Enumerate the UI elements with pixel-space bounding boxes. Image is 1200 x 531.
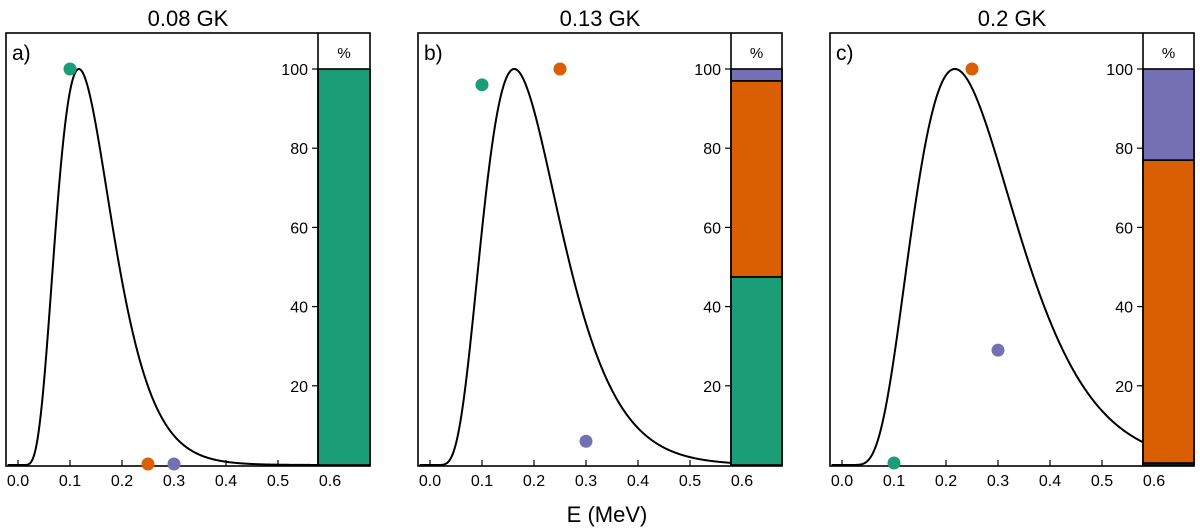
x-tick-label: 0.6 xyxy=(731,473,753,490)
x-tick-label: 0.5 xyxy=(679,473,701,490)
x-tick-label: 0.0 xyxy=(831,473,853,490)
bar-segment-orange xyxy=(1142,159,1195,464)
data-point-orange xyxy=(141,457,155,471)
data-point-purple xyxy=(991,343,1005,357)
bar-y-tick-label: 40 xyxy=(1115,300,1133,317)
bar-y-tick-label: 60 xyxy=(703,220,721,237)
data-point-green xyxy=(63,62,77,76)
bar-percent-label: % xyxy=(750,45,763,62)
panel-letter: c) xyxy=(836,42,854,65)
gamow-curve xyxy=(419,67,732,466)
x-tick-label: 0.2 xyxy=(935,473,957,490)
panel-letter: a) xyxy=(12,42,31,65)
x-tick-label: 0.4 xyxy=(627,473,649,490)
x-tick-label: 0.2 xyxy=(111,473,133,490)
data-point-purple xyxy=(167,457,181,471)
data-point-green xyxy=(475,78,489,92)
x-tick-label: 0.1 xyxy=(471,473,493,490)
bar-segment-green xyxy=(317,68,371,466)
bar-y-tick-label: 80 xyxy=(1115,141,1133,158)
percentage-bar: % 20 40 60 80 100 xyxy=(281,33,371,466)
panel-b: 0.13 GK b) 0.0 0.1 0.2 0.3 0.4 0.5 0.6% 20 40 60 80 1… xyxy=(417,6,783,490)
bar-segment-green xyxy=(730,276,783,466)
panel-title: 0.13 GK xyxy=(560,6,641,31)
bar-y-tick-label: 80 xyxy=(290,141,308,158)
bar-segment-purple xyxy=(1142,68,1195,161)
data-point-orange xyxy=(965,62,979,76)
x-tick-label: 0.3 xyxy=(575,473,597,490)
panel-title: 0.08 GK xyxy=(148,6,229,31)
bar-y-tick-label: 60 xyxy=(290,220,308,237)
x-tick-label: 0.4 xyxy=(1039,473,1061,490)
x-tick-label: 0.3 xyxy=(987,473,1009,490)
bar-segment-orange xyxy=(730,80,783,278)
gamow-curve xyxy=(7,67,318,466)
bar-y-tick-label: 40 xyxy=(703,300,721,317)
percentage-bar: % 20 40 60 80 100 xyxy=(694,33,783,466)
bar-y-tick-label: 100 xyxy=(1106,62,1133,79)
bar-y-tick-label: 80 xyxy=(703,141,721,158)
x-tick-label: 0.0 xyxy=(7,473,29,490)
panel-frame xyxy=(829,32,1195,467)
bar-percent-label: % xyxy=(1162,45,1175,62)
percentage-bar: % 20 40 60 80 100 xyxy=(1106,33,1195,466)
x-tick-label: 0.1 xyxy=(883,473,905,490)
bar-percent-label: % xyxy=(337,45,350,62)
gamow-curve xyxy=(831,68,1144,466)
panel-title: 0.2 GK xyxy=(978,6,1047,31)
x-tick-label: 0.5 xyxy=(1091,473,1113,490)
x-tick-label: 0.6 xyxy=(319,473,341,490)
bar-y-tick-label: 20 xyxy=(290,379,308,396)
data-point-purple xyxy=(579,434,593,448)
bar-y-tick-label: 40 xyxy=(290,300,308,317)
panel-frame xyxy=(417,32,783,467)
data-point-green xyxy=(887,456,901,470)
x-tick-label: 0.5 xyxy=(267,473,289,490)
bar-y-tick-label: 60 xyxy=(1115,220,1133,237)
panel-letter: b) xyxy=(424,42,443,65)
x-tick-label: 0.3 xyxy=(163,473,185,490)
x-tick-label: 0.2 xyxy=(523,473,545,490)
bar-y-tick-label: 20 xyxy=(1115,379,1133,396)
bar-segment-purple xyxy=(730,68,783,82)
panel-frame xyxy=(5,32,371,467)
x-tick-label: 0.0 xyxy=(419,473,441,490)
data-point-orange xyxy=(553,62,567,76)
bar-y-tick-label: 20 xyxy=(703,379,721,396)
x-tick-label: 0.6 xyxy=(1143,473,1165,490)
x-tick-label: 0.4 xyxy=(215,473,237,490)
panel-c: 0.2 GK c) 0.0 0.1 0.2 0.3 0.4 0.5 0.6% 20 40 60 80 10… xyxy=(829,6,1195,490)
x-tick-label: 0.1 xyxy=(59,473,81,490)
bar-y-tick-label: 100 xyxy=(694,62,721,79)
x-axis-label: E (MeV) xyxy=(567,502,648,527)
panel-a: 0.08 GK a) 0.0 0.1 0.2 0.3 0.4 0.5 0.6% 20 40 60 80 1… xyxy=(5,6,371,490)
bar-y-tick-label: 100 xyxy=(281,62,308,79)
